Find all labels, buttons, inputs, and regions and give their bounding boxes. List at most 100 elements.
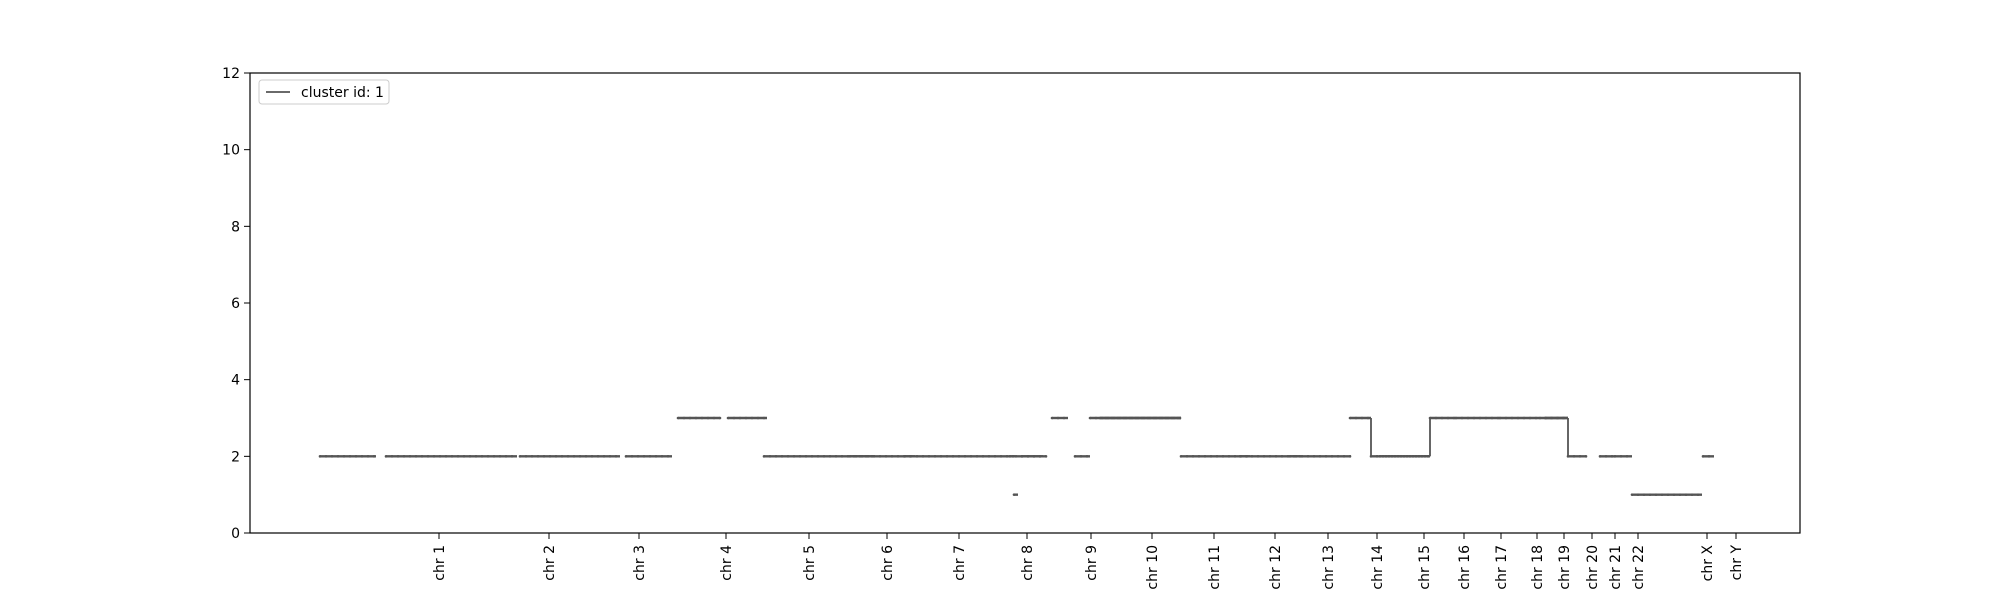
cn-point [560, 455, 564, 458]
cn-point [1005, 455, 1009, 458]
x-tick-label: chr 2 [542, 545, 558, 581]
cn-point [1584, 455, 1588, 458]
cn-point [348, 455, 352, 458]
cn-point [1390, 455, 1394, 458]
cn-point [896, 455, 900, 458]
cn-point [1434, 416, 1438, 420]
cn-point [1073, 455, 1077, 458]
cn-point [1020, 455, 1024, 458]
y-tick-label: 8 [231, 219, 240, 235]
cn-point [1306, 455, 1310, 458]
cn-point [324, 455, 328, 458]
x-tick-label: chr 3 [632, 545, 648, 581]
cn-point [624, 455, 628, 458]
cn-point [1122, 416, 1126, 420]
cn-point [1348, 455, 1352, 458]
cn-point [732, 416, 736, 420]
cn-point [1604, 455, 1608, 458]
cn-point [584, 455, 588, 458]
cn-point [578, 455, 582, 458]
y-tick-label: 12 [222, 66, 240, 82]
cn-point [1701, 455, 1705, 458]
y-tick-label: 4 [231, 373, 240, 389]
y-tick-label: 2 [231, 449, 240, 465]
cn-point [706, 416, 710, 420]
cn-point [822, 455, 826, 458]
cn-point [1440, 416, 1444, 420]
plot-area [249, 72, 1801, 534]
cn-point [1354, 416, 1358, 420]
cn-point [1516, 416, 1520, 420]
x-tick-label: chr 21 [1608, 545, 1624, 590]
cn-point [1330, 455, 1334, 458]
cn-point [1280, 455, 1284, 458]
cn-point [566, 455, 570, 458]
cn-point [1654, 493, 1658, 496]
cn-point [676, 416, 680, 420]
cn-point [804, 455, 808, 458]
cn-point [1286, 455, 1290, 458]
x-axis-ticks: chr 1 chr 2 chr 3 chr 4 chr 5 chr 6 chr 7 chr 8… [432, 533, 1745, 590]
cn-point [957, 455, 961, 458]
cn-point [1555, 416, 1559, 420]
cn-point [498, 455, 502, 458]
y-axis-ticks: 0 2 4 6 8 10 12 [222, 66, 250, 542]
cn-point [1660, 493, 1664, 496]
cn-point [1032, 455, 1036, 458]
cn-point [1578, 455, 1582, 458]
cn-point [969, 455, 973, 458]
cn-point [933, 455, 937, 458]
cn-point [1384, 455, 1388, 458]
cn-point [524, 455, 528, 458]
cn-point [1050, 416, 1054, 420]
cn-point [1044, 455, 1048, 458]
cn-point [572, 455, 576, 458]
x-tick-label: chr 19 [1557, 545, 1573, 590]
x-tick-label: chr 9 [1084, 545, 1100, 581]
cn-point [642, 455, 646, 458]
x-tick-label: chr 16 [1457, 545, 1473, 590]
cn-point [1478, 416, 1482, 420]
cn-point [1378, 455, 1382, 458]
cn-point [786, 455, 790, 458]
x-tick-label: chr 18 [1530, 545, 1546, 590]
cn-point [1549, 416, 1553, 420]
cn-point [768, 455, 772, 458]
cn-point [1630, 493, 1634, 496]
cn-point [993, 455, 997, 458]
cn-point [981, 455, 985, 458]
cn-point [432, 455, 436, 458]
cn-point [530, 455, 534, 458]
cn-point [1197, 455, 1201, 458]
cn-point [396, 455, 400, 458]
x-tick-label: chr 10 [1145, 545, 1161, 590]
cn-point [1094, 416, 1098, 420]
cn-point [596, 455, 600, 458]
cn-point [542, 455, 546, 458]
cn-point [654, 455, 658, 458]
cn-point [816, 455, 820, 458]
cn-point [1336, 455, 1340, 458]
cn-point [1152, 416, 1156, 420]
legend-box [258, 79, 390, 105]
y-tick-label: 0 [231, 526, 240, 542]
cn-point [384, 455, 388, 458]
x-tick-label: chr 6 [880, 545, 896, 581]
x-tick-label: chr 11 [1207, 545, 1223, 590]
cn-point [1446, 416, 1450, 420]
cn-point [1375, 455, 1379, 458]
cn-point [1116, 416, 1120, 420]
cn-point [1215, 455, 1219, 458]
cn-point [750, 416, 754, 420]
legend-label: cluster id: 1 [301, 85, 384, 101]
x-tick-label: chr 4 [719, 545, 735, 581]
cn-point [1026, 455, 1030, 458]
cn-point [1294, 455, 1298, 458]
cn-point [1678, 493, 1682, 496]
cn-point [480, 455, 484, 458]
cn-point [1014, 455, 1018, 458]
cn-point [1366, 416, 1370, 420]
cn-point [636, 455, 640, 458]
cn-point [762, 416, 766, 420]
